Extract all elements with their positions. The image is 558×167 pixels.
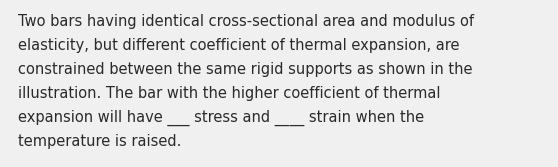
Text: illustration. The bar with the higher coefficient of thermal: illustration. The bar with the higher co… <box>18 86 440 101</box>
Text: constrained between the same rigid supports as shown in the: constrained between the same rigid suppo… <box>18 62 473 77</box>
Text: Two bars having identical cross-sectional area and modulus of: Two bars having identical cross-sectiona… <box>18 14 474 29</box>
Text: expansion will have ___ stress and ____ strain when the: expansion will have ___ stress and ____ … <box>18 110 424 126</box>
Text: temperature is raised.: temperature is raised. <box>18 134 181 149</box>
Text: elasticity, but different coefficient of thermal expansion, are: elasticity, but different coefficient of… <box>18 38 459 53</box>
